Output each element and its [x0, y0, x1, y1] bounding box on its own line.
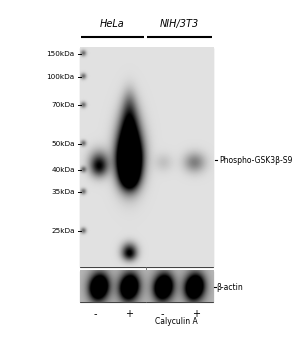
Text: +: +: [125, 309, 133, 320]
Bar: [80, 48, 213, 267]
Text: -: -: [161, 309, 164, 320]
Text: 35kDa: 35kDa: [51, 189, 75, 195]
Text: 50kDa: 50kDa: [51, 141, 75, 147]
Text: NIH/3T3: NIH/3T3: [159, 19, 199, 29]
Text: 100kDa: 100kDa: [47, 74, 75, 80]
Text: 40kDa: 40kDa: [51, 167, 75, 173]
Text: 150kDa: 150kDa: [47, 51, 75, 57]
Text: -: -: [93, 309, 96, 320]
Bar: [80, 271, 213, 302]
Text: HeLa: HeLa: [100, 19, 125, 29]
Text: β-actin: β-actin: [217, 283, 243, 292]
Text: 25kDa: 25kDa: [51, 228, 75, 234]
Text: 70kDa: 70kDa: [51, 102, 75, 108]
Text: +: +: [192, 309, 200, 320]
Text: Phospho-GSK3β-S9: Phospho-GSK3β-S9: [219, 155, 292, 164]
Text: Calyculin A: Calyculin A: [155, 317, 198, 326]
